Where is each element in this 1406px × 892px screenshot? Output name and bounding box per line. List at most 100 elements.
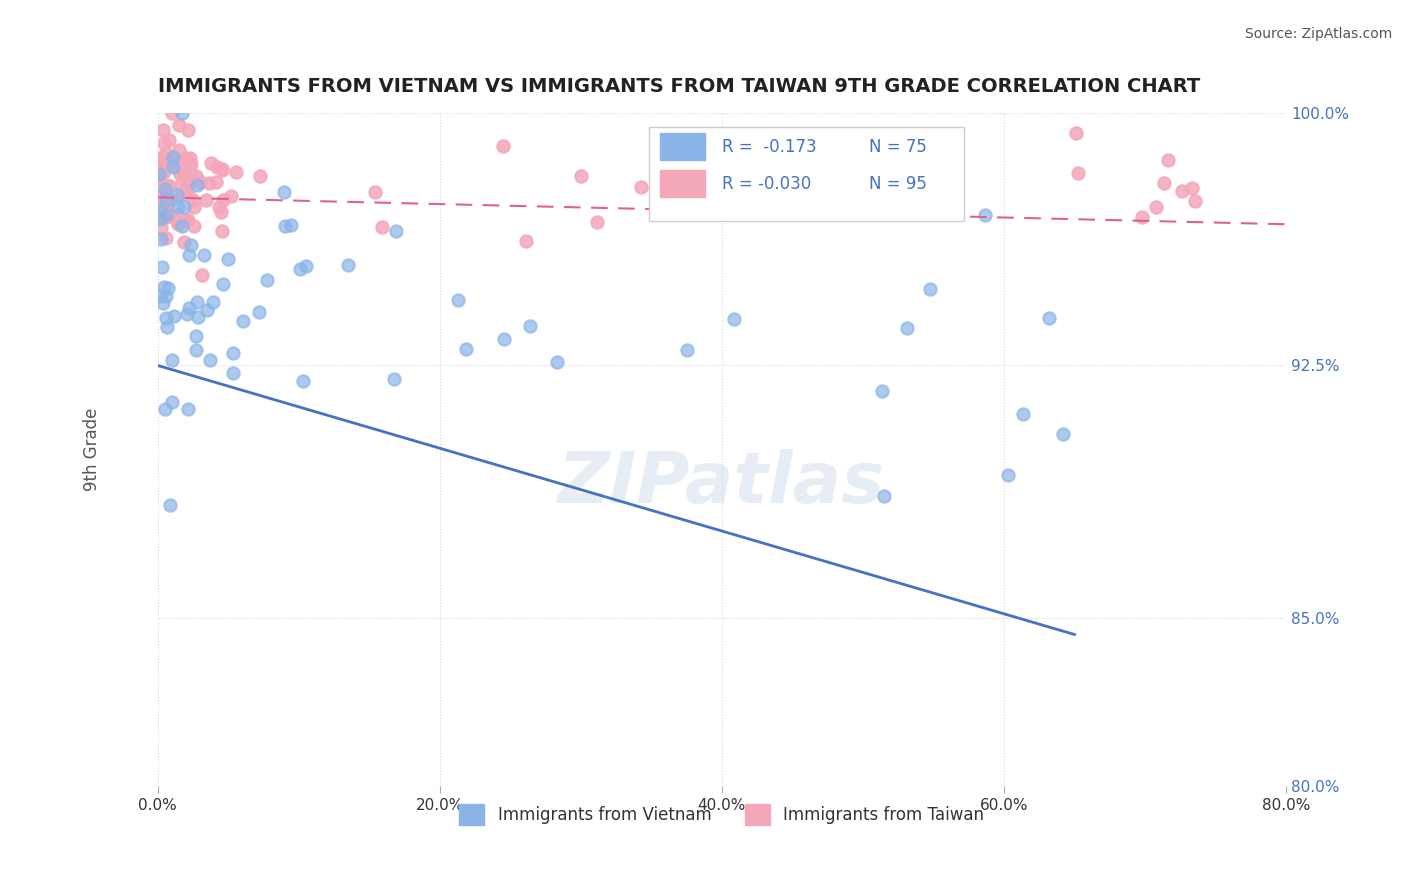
Y-axis label: 9th Grade: 9th Grade — [83, 408, 101, 491]
Point — [159, 499, 181, 513]
Point — [1067, 166, 1090, 180]
Point — [190, 175, 212, 189]
Point — [148, 152, 170, 166]
Point — [148, 177, 170, 191]
Legend: Immigrants from Vietnam, Immigrants from Taiwan: Immigrants from Vietnam, Immigrants from… — [453, 797, 991, 831]
Point — [179, 151, 201, 165]
Point — [155, 193, 177, 207]
Point — [170, 153, 193, 167]
Point — [569, 169, 592, 184]
Point — [149, 221, 172, 235]
Point — [177, 301, 200, 315]
Point — [153, 205, 176, 219]
Point — [173, 200, 195, 214]
Point — [186, 294, 208, 309]
Point — [1157, 153, 1180, 167]
Point — [166, 208, 188, 222]
Point — [174, 182, 197, 196]
Point — [1038, 311, 1060, 326]
Point — [176, 307, 198, 321]
Point — [1052, 427, 1074, 442]
Point — [155, 198, 177, 212]
Point — [273, 185, 295, 199]
Point — [454, 342, 477, 356]
Point — [153, 189, 176, 203]
Point — [492, 138, 515, 153]
Point — [156, 192, 179, 206]
Point — [1181, 181, 1204, 195]
Point — [280, 218, 302, 232]
Point — [292, 374, 315, 388]
Point — [225, 165, 247, 179]
Point — [157, 178, 180, 193]
Point — [194, 194, 217, 208]
Point — [873, 489, 896, 503]
Point — [211, 193, 233, 207]
Point — [176, 214, 198, 228]
Point — [181, 193, 204, 207]
Point — [170, 106, 193, 120]
Point — [148, 204, 170, 219]
Point — [219, 189, 242, 203]
Point — [208, 200, 231, 214]
Point — [336, 258, 359, 272]
Text: ZIPatlas: ZIPatlas — [558, 449, 886, 517]
Point — [155, 289, 177, 303]
Point — [179, 248, 201, 262]
Point — [148, 175, 170, 189]
Point — [585, 215, 607, 229]
Point — [385, 224, 408, 238]
Point — [177, 401, 200, 416]
Point — [176, 212, 198, 227]
Point — [152, 166, 174, 180]
Point — [762, 167, 785, 181]
Point — [153, 401, 176, 416]
Point — [149, 289, 172, 303]
Point — [167, 218, 190, 232]
Point — [184, 343, 207, 357]
Point — [150, 260, 173, 274]
Point — [153, 280, 176, 294]
Point — [148, 170, 170, 185]
Point — [149, 198, 172, 212]
Point — [155, 230, 177, 244]
Point — [676, 343, 699, 357]
Point — [160, 160, 183, 174]
Point — [1012, 407, 1035, 421]
Point — [180, 157, 202, 171]
Point — [723, 311, 745, 326]
Point — [176, 179, 198, 194]
Point — [546, 354, 568, 368]
Point — [149, 198, 172, 212]
Point — [173, 235, 195, 249]
Point — [217, 252, 239, 267]
Point — [382, 372, 405, 386]
Point — [152, 183, 174, 197]
Text: Source: ZipAtlas.com: Source: ZipAtlas.com — [1244, 27, 1392, 41]
Point — [205, 160, 228, 174]
Point — [211, 224, 233, 238]
Point — [172, 219, 194, 234]
Point — [371, 219, 394, 234]
Point — [1144, 200, 1167, 214]
Point — [256, 272, 278, 286]
Point — [211, 162, 233, 177]
Point — [815, 197, 838, 211]
Point — [177, 157, 200, 171]
Point — [159, 194, 181, 208]
Point — [193, 248, 215, 262]
Point — [853, 144, 876, 158]
Point — [274, 219, 297, 233]
Point — [186, 178, 208, 192]
Point — [630, 180, 652, 194]
Point — [198, 353, 221, 368]
Point — [152, 211, 174, 225]
Point — [159, 178, 181, 193]
Point — [166, 214, 188, 228]
Point — [162, 394, 184, 409]
Point — [166, 188, 188, 202]
Point — [162, 352, 184, 367]
Point — [183, 219, 205, 233]
Point — [156, 281, 179, 295]
Point — [155, 310, 177, 325]
